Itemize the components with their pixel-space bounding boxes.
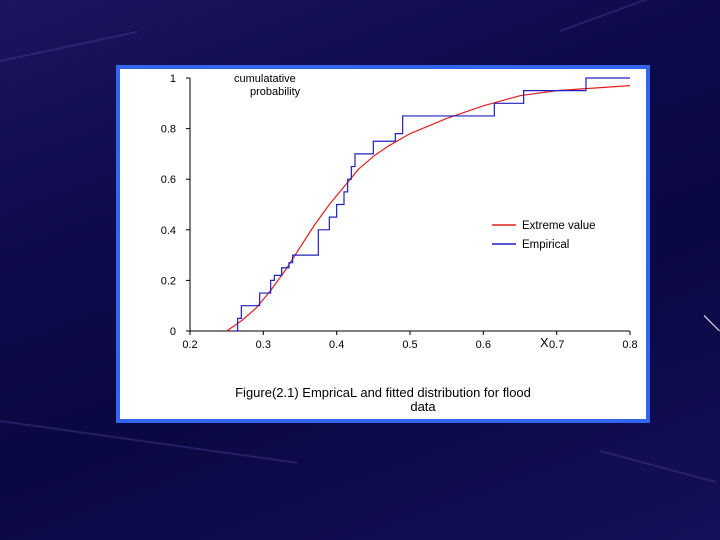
y-axis-label: probability	[250, 86, 301, 98]
chart-axes: 0 0.2 0.4 0.6 0.8 1 0.2 0.3 0.4 0.5 0.6 0.7 0.8	[161, 73, 638, 351]
y-tick-label: 0	[170, 326, 176, 338]
chart-legend: Extreme value Empirical	[492, 220, 596, 251]
figure-caption: Figure(2.1) EmpricaL and fitted distribu…	[235, 385, 531, 400]
stray-line	[703, 315, 720, 332]
background-streak	[559, 0, 711, 32]
legend-label: Extreme value	[522, 220, 596, 232]
legend-label: Empirical	[522, 239, 569, 251]
x-tick-label: 0.5	[402, 339, 417, 351]
figure-panel: 0 0.2 0.4 0.6 0.8 1 0.2 0.3 0.4 0.5 0.6 0.7 0.8 cumu…	[116, 65, 650, 423]
background-streak	[599, 450, 717, 484]
series-line-0	[226, 84, 631, 332]
x-tick-label: 0.7	[549, 339, 564, 351]
series-line-1	[234, 77, 630, 332]
x-tick-label: 0.3	[256, 339, 271, 351]
x-tick-label: 0.4	[329, 339, 344, 351]
x-tick-label: 0.2	[182, 339, 197, 351]
y-tick-label: 0.4	[161, 225, 176, 237]
x-axis-label: X	[540, 335, 549, 350]
y-axis-label: cumulatative	[234, 73, 296, 85]
y-tick-label: 0.8	[161, 124, 176, 136]
y-tick-label: 0.6	[161, 174, 176, 186]
y-tick-label: 0.2	[161, 275, 176, 287]
chart-series	[226, 77, 631, 332]
x-tick-label: 0.6	[476, 339, 491, 351]
figure-caption-line2: data	[410, 399, 436, 414]
cdf-chart: 0 0.2 0.4 0.6 0.8 1 0.2 0.3 0.4 0.5 0.6 0.7 0.8 cumu…	[161, 73, 638, 351]
x-tick-label: 0.8	[622, 339, 637, 351]
y-tick-label: 1	[170, 73, 176, 85]
background-streak	[0, 420, 298, 464]
background-streak	[0, 30, 138, 62]
